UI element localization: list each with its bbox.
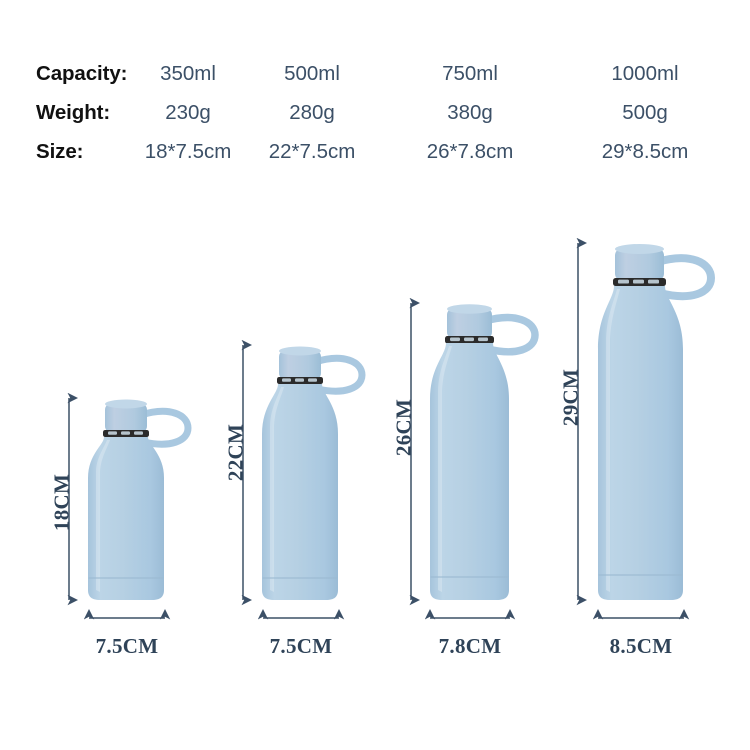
spec-value-weight-380g: 380g xyxy=(447,101,493,124)
width-label-750ml: 7.8CM xyxy=(438,634,502,658)
spec-row-weight: Weight: 230g 280g 380g 500g xyxy=(0,99,750,138)
spec-row-capacity: Capacity: 350ml 500ml 750ml 1000ml xyxy=(0,60,750,99)
spec-value-capacity-500ml: 500ml xyxy=(284,62,340,85)
spec-value-size-500ml: 22*7.5cm xyxy=(268,140,356,163)
spec-value-size-750ml: 26*7.8cm xyxy=(426,140,514,163)
spec-label-size: Size: xyxy=(36,140,84,163)
height-label-350ml: 18CM xyxy=(49,473,74,532)
height-label-500ml: 22CM xyxy=(223,423,248,482)
width-label-1000ml: 8.5CM xyxy=(609,634,673,658)
spec-value-weight-500g: 500g xyxy=(622,101,668,124)
spec-value-capacity-1000ml: 1000ml xyxy=(611,62,679,85)
spec-value-capacity-750ml: 750ml xyxy=(442,62,498,85)
specification-table: Capacity: 350ml 500ml 750ml 1000ml Weigh… xyxy=(0,60,750,177)
spec-label-capacity: Capacity: xyxy=(36,62,128,85)
width-label-350ml: 7.5CM xyxy=(95,634,159,658)
height-label-1000ml: 29CM xyxy=(558,368,583,427)
spec-label-weight: Weight: xyxy=(36,101,111,124)
spec-row-size: Size: 18*7.5cm 22*7.5cm 26*7.8cm 29*8.5c… xyxy=(0,138,750,177)
spec-value-capacity-350ml: 350ml xyxy=(160,62,216,85)
spec-value-weight-230g: 230g xyxy=(165,101,211,124)
height-label-750ml: 26CM xyxy=(391,398,416,457)
spec-value-size-1000ml: 29*8.5cm xyxy=(601,140,689,163)
spec-value-weight-280g: 280g xyxy=(289,101,335,124)
width-label-500ml: 7.5CM xyxy=(269,634,333,658)
spec-value-size-350ml: 18*7.5cm xyxy=(144,140,232,163)
